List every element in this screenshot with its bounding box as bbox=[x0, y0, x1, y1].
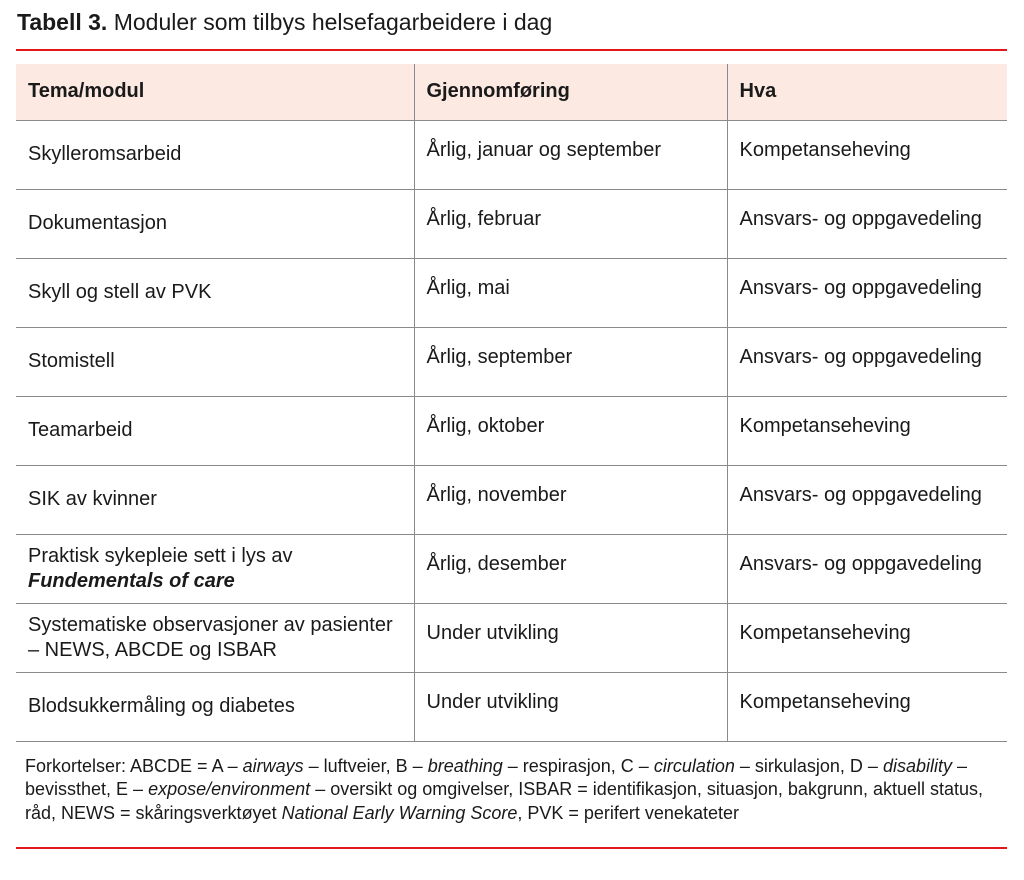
cell-gjennomforing: Under utvikling bbox=[413, 672, 727, 742]
cell-tema: Praktisk sykepleie sett i lys av Fundemen… bbox=[16, 534, 414, 604]
footnote-segment: National Early Warning Score bbox=[281, 802, 518, 823]
tema-text: SIK av kvinner bbox=[28, 488, 157, 510]
footnote-segment: – respirasjon, C – bbox=[502, 755, 654, 776]
tema-text: Skyll og stell av PVK bbox=[28, 281, 212, 303]
table-caption: Moduler som tilbys helsefagarbeidere i d… bbox=[113, 9, 553, 35]
cell-gjennomforing: Årlig, november bbox=[413, 465, 727, 535]
footnote-segment: airways bbox=[242, 755, 304, 776]
table-row: Praktisk sykepleie sett i lys av Fundemen… bbox=[16, 534, 1007, 604]
cell-gjennomforing: Under utvikling bbox=[413, 603, 727, 673]
tema-text: Teamarbeid bbox=[28, 419, 133, 441]
footnote-segment: – bevissthet, E – bbox=[25, 755, 967, 800]
footnote-segment: – luftveier, B – bbox=[303, 755, 428, 776]
cell-gjennomforing: Årlig, januar og september bbox=[413, 120, 727, 190]
header-tema: Tema/modul bbox=[16, 64, 414, 121]
footnote-segment: disability bbox=[882, 755, 952, 776]
modules-table: Tema/modul Gjennomføring Hva Skylleromsa… bbox=[16, 64, 1007, 742]
cell-tema: Teamarbeid bbox=[16, 396, 414, 466]
cell-hva: Kompetanseheving bbox=[726, 672, 1007, 742]
footnote-segment: breathing bbox=[427, 755, 503, 776]
cell-hva: Kompetanseheving bbox=[726, 603, 1007, 673]
table-row: Blodsukkermåling og diabetes Under utvik… bbox=[16, 672, 1007, 742]
footnote-segment: – oversikt og omgivelser, ISBAR = identi… bbox=[25, 779, 984, 823]
bottom-rule bbox=[16, 847, 1007, 849]
cell-hva: Ansvars- og oppgavedeling bbox=[726, 189, 1007, 259]
cell-tema: Blodsukkermåling og diabetes bbox=[16, 672, 414, 742]
tema-text: Dokumentasjon bbox=[28, 212, 167, 234]
cell-tema: Systematiske observasjoner av pasienter … bbox=[16, 603, 414, 673]
table-row: Skylleromsarbeid Årlig, januar og septem… bbox=[16, 120, 1007, 190]
footnote-segment: , PVK = perifert venekateter bbox=[517, 802, 739, 823]
table-row: Teamarbeid Årlig, oktober Kompetansehevi… bbox=[16, 396, 1007, 466]
table-row: Stomistell Årlig, september Ansvars- og … bbox=[16, 327, 1007, 397]
tema-text: Blodsukkermåling og diabetes bbox=[28, 695, 295, 717]
table-number: Tabell 3. bbox=[17, 9, 108, 35]
cell-tema: Skyll og stell av PVK bbox=[16, 258, 414, 328]
cell-hva: Kompetanseheving bbox=[726, 396, 1007, 466]
cell-hva: Kompetanseheving bbox=[726, 120, 1007, 190]
cell-tema: Skylleromsarbeid bbox=[16, 120, 414, 190]
cell-gjennomforing: Årlig, mai bbox=[413, 258, 727, 328]
cell-gjennomforing: Årlig, februar bbox=[413, 189, 727, 259]
tema-text: Praktisk sykepleie sett i lys av bbox=[28, 544, 293, 567]
footnote-segment: expose/environment bbox=[148, 779, 311, 799]
cell-tema: Dokumentasjon bbox=[16, 189, 414, 259]
cell-tema: SIK av kvinner bbox=[16, 465, 414, 535]
cell-hva: Ansvars- og oppgavedeling bbox=[726, 534, 1007, 604]
table-header-row: Tema/modul Gjennomføring Hva bbox=[16, 64, 1007, 121]
header-gjennomforing: Gjennomføring bbox=[413, 64, 727, 121]
footnote: Forkortelser: ABCDE = A – airways – luft… bbox=[25, 755, 985, 826]
cell-gjennomforing: Årlig, september bbox=[413, 327, 727, 397]
footnote-segment: – sirkulasjon, D – bbox=[734, 755, 883, 776]
cell-gjennomforing: Årlig, oktober bbox=[413, 396, 727, 466]
tema-text: Skylleromsarbeid bbox=[28, 143, 182, 165]
table-row: Skyll og stell av PVK Årlig, mai Ansvars… bbox=[16, 258, 1007, 328]
header-hva: Hva bbox=[726, 64, 1007, 121]
cell-gjennomforing: Årlig, desember bbox=[413, 534, 727, 604]
cell-hva: Ansvars- og oppgavedeling bbox=[726, 465, 1007, 535]
table-row: Systematiske observasjoner av pasienter … bbox=[16, 603, 1007, 673]
tema-italic-text: Fundementals of care bbox=[28, 569, 235, 592]
footnote-segment: Forkortelser: ABCDE = A – bbox=[25, 755, 243, 776]
footnote-segment: circulation bbox=[653, 755, 735, 776]
tema-text: Stomistell bbox=[28, 350, 115, 372]
table-row: Dokumentasjon Årlig, februar Ansvars- og… bbox=[16, 189, 1007, 259]
table-row: SIK av kvinner Årlig, november Ansvars- … bbox=[16, 465, 1007, 535]
cell-tema: Stomistell bbox=[16, 327, 414, 397]
table-figure: Tabell 3. Moduler som tilbys helsefagarb… bbox=[16, 8, 1007, 849]
top-rule bbox=[16, 49, 1007, 51]
table-title: Tabell 3. Moduler som tilbys helsefagarb… bbox=[17, 8, 1007, 36]
cell-hva: Ansvars- og oppgavedeling bbox=[726, 258, 1007, 328]
cell-hva: Ansvars- og oppgavedeling bbox=[726, 327, 1007, 397]
tema-text: Systematiske observasjoner av pasienter … bbox=[28, 613, 393, 661]
